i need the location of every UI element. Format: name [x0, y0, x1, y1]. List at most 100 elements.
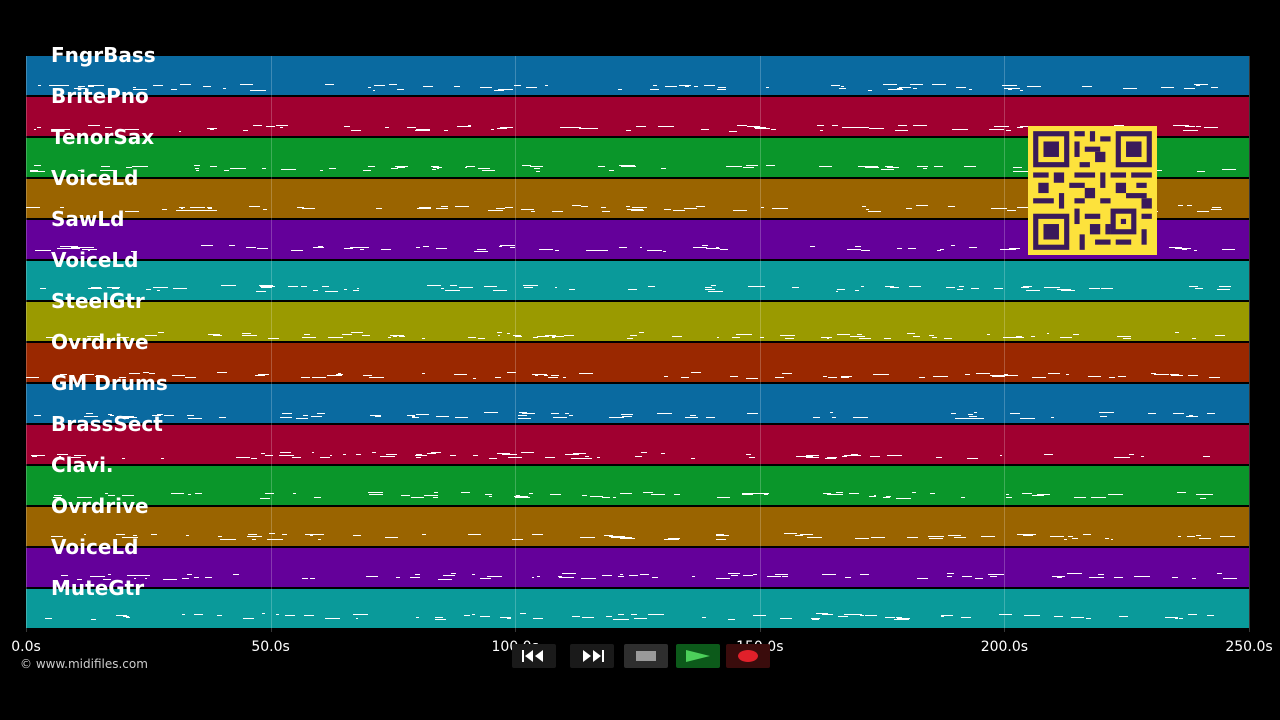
note-mark	[990, 375, 1004, 376]
note-mark	[187, 415, 194, 416]
track-lane	[26, 548, 1249, 587]
note-mark	[566, 127, 581, 128]
note-mark	[548, 377, 558, 378]
note-mark	[693, 247, 707, 248]
note-mark	[785, 338, 794, 339]
note-mark	[951, 245, 955, 246]
track-label: BritePno	[51, 84, 149, 108]
note-mark	[302, 578, 308, 579]
note-mark	[1188, 375, 1198, 376]
rewind-button[interactable]	[512, 644, 556, 668]
note-mark	[887, 167, 899, 168]
play-button[interactable]	[676, 644, 720, 668]
note-mark	[30, 171, 45, 172]
note-mark	[746, 165, 758, 166]
note-mark	[969, 416, 977, 417]
note-mark	[108, 414, 112, 415]
note-mark	[523, 285, 538, 286]
note-mark	[344, 289, 347, 290]
note-mark	[196, 170, 199, 171]
note-mark	[534, 168, 540, 169]
note-mark	[366, 576, 378, 577]
track-lane	[26, 343, 1249, 382]
note-mark	[1186, 416, 1198, 417]
note-mark	[618, 89, 622, 90]
note-mark	[312, 534, 324, 535]
note-mark	[684, 208, 697, 209]
note-mark	[194, 614, 203, 615]
note-mark	[622, 416, 632, 417]
note-mark	[454, 86, 460, 87]
note-mark	[1044, 454, 1053, 455]
note-mark	[558, 576, 562, 577]
track-label: Ovrdrive	[51, 494, 149, 518]
note-mark	[1021, 534, 1036, 535]
note-mark	[60, 374, 67, 375]
track-notes	[26, 425, 1249, 464]
note-mark	[992, 376, 1005, 377]
note-mark	[1001, 375, 1012, 376]
note-mark	[125, 417, 137, 418]
note-mark	[77, 579, 82, 580]
note-mark	[848, 127, 859, 128]
note-mark	[256, 291, 266, 292]
note-mark	[602, 575, 612, 576]
note-mark	[293, 493, 296, 494]
note-mark	[435, 167, 442, 168]
track-lane	[26, 425, 1249, 464]
note-mark	[88, 125, 100, 126]
note-mark	[965, 374, 970, 375]
note-mark	[344, 126, 350, 127]
note-mark	[1196, 494, 1209, 495]
note-mark	[1007, 210, 1016, 211]
note-mark	[664, 539, 679, 540]
note-mark	[399, 336, 405, 337]
note-mark	[151, 534, 157, 535]
note-mark	[312, 377, 326, 378]
note-mark	[117, 337, 129, 338]
note-mark	[478, 251, 488, 252]
note-mark	[427, 285, 441, 286]
note-mark	[487, 576, 502, 577]
note-mark	[918, 166, 928, 167]
note-mark	[386, 454, 397, 455]
note-mark	[947, 573, 954, 574]
stop-button[interactable]	[624, 644, 668, 668]
note-mark	[1165, 617, 1178, 618]
note-mark	[1086, 618, 1091, 619]
note-mark	[152, 415, 161, 416]
note-mark	[32, 456, 37, 457]
fast-forward-button[interactable]	[570, 644, 614, 668]
note-mark	[417, 208, 431, 209]
note-mark	[477, 249, 486, 250]
note-mark	[262, 286, 275, 287]
note-mark	[535, 375, 538, 376]
note-mark	[296, 418, 308, 419]
note-mark	[1009, 248, 1020, 249]
note-mark	[78, 170, 83, 171]
note-mark	[375, 416, 381, 417]
note-mark	[1032, 495, 1044, 496]
note-mark	[545, 457, 555, 458]
note-mark	[397, 89, 404, 90]
note-mark	[870, 456, 880, 457]
note-mark	[994, 288, 1003, 289]
note-mark	[521, 209, 534, 210]
stop-icon	[636, 651, 656, 661]
note-mark	[908, 537, 918, 538]
note-mark	[34, 165, 41, 166]
note-mark	[157, 287, 167, 288]
record-button[interactable]	[726, 644, 770, 668]
note-mark	[203, 210, 217, 211]
note-mark	[1082, 86, 1092, 87]
note-mark	[1192, 578, 1196, 579]
note-mark	[868, 211, 881, 212]
note-mark	[385, 127, 389, 128]
note-mark	[971, 418, 984, 419]
note-mark	[990, 576, 997, 577]
note-mark	[276, 614, 279, 615]
note-mark	[53, 497, 61, 498]
note-mark	[523, 413, 531, 414]
note-mark	[1178, 536, 1181, 537]
note-mark	[373, 90, 375, 91]
